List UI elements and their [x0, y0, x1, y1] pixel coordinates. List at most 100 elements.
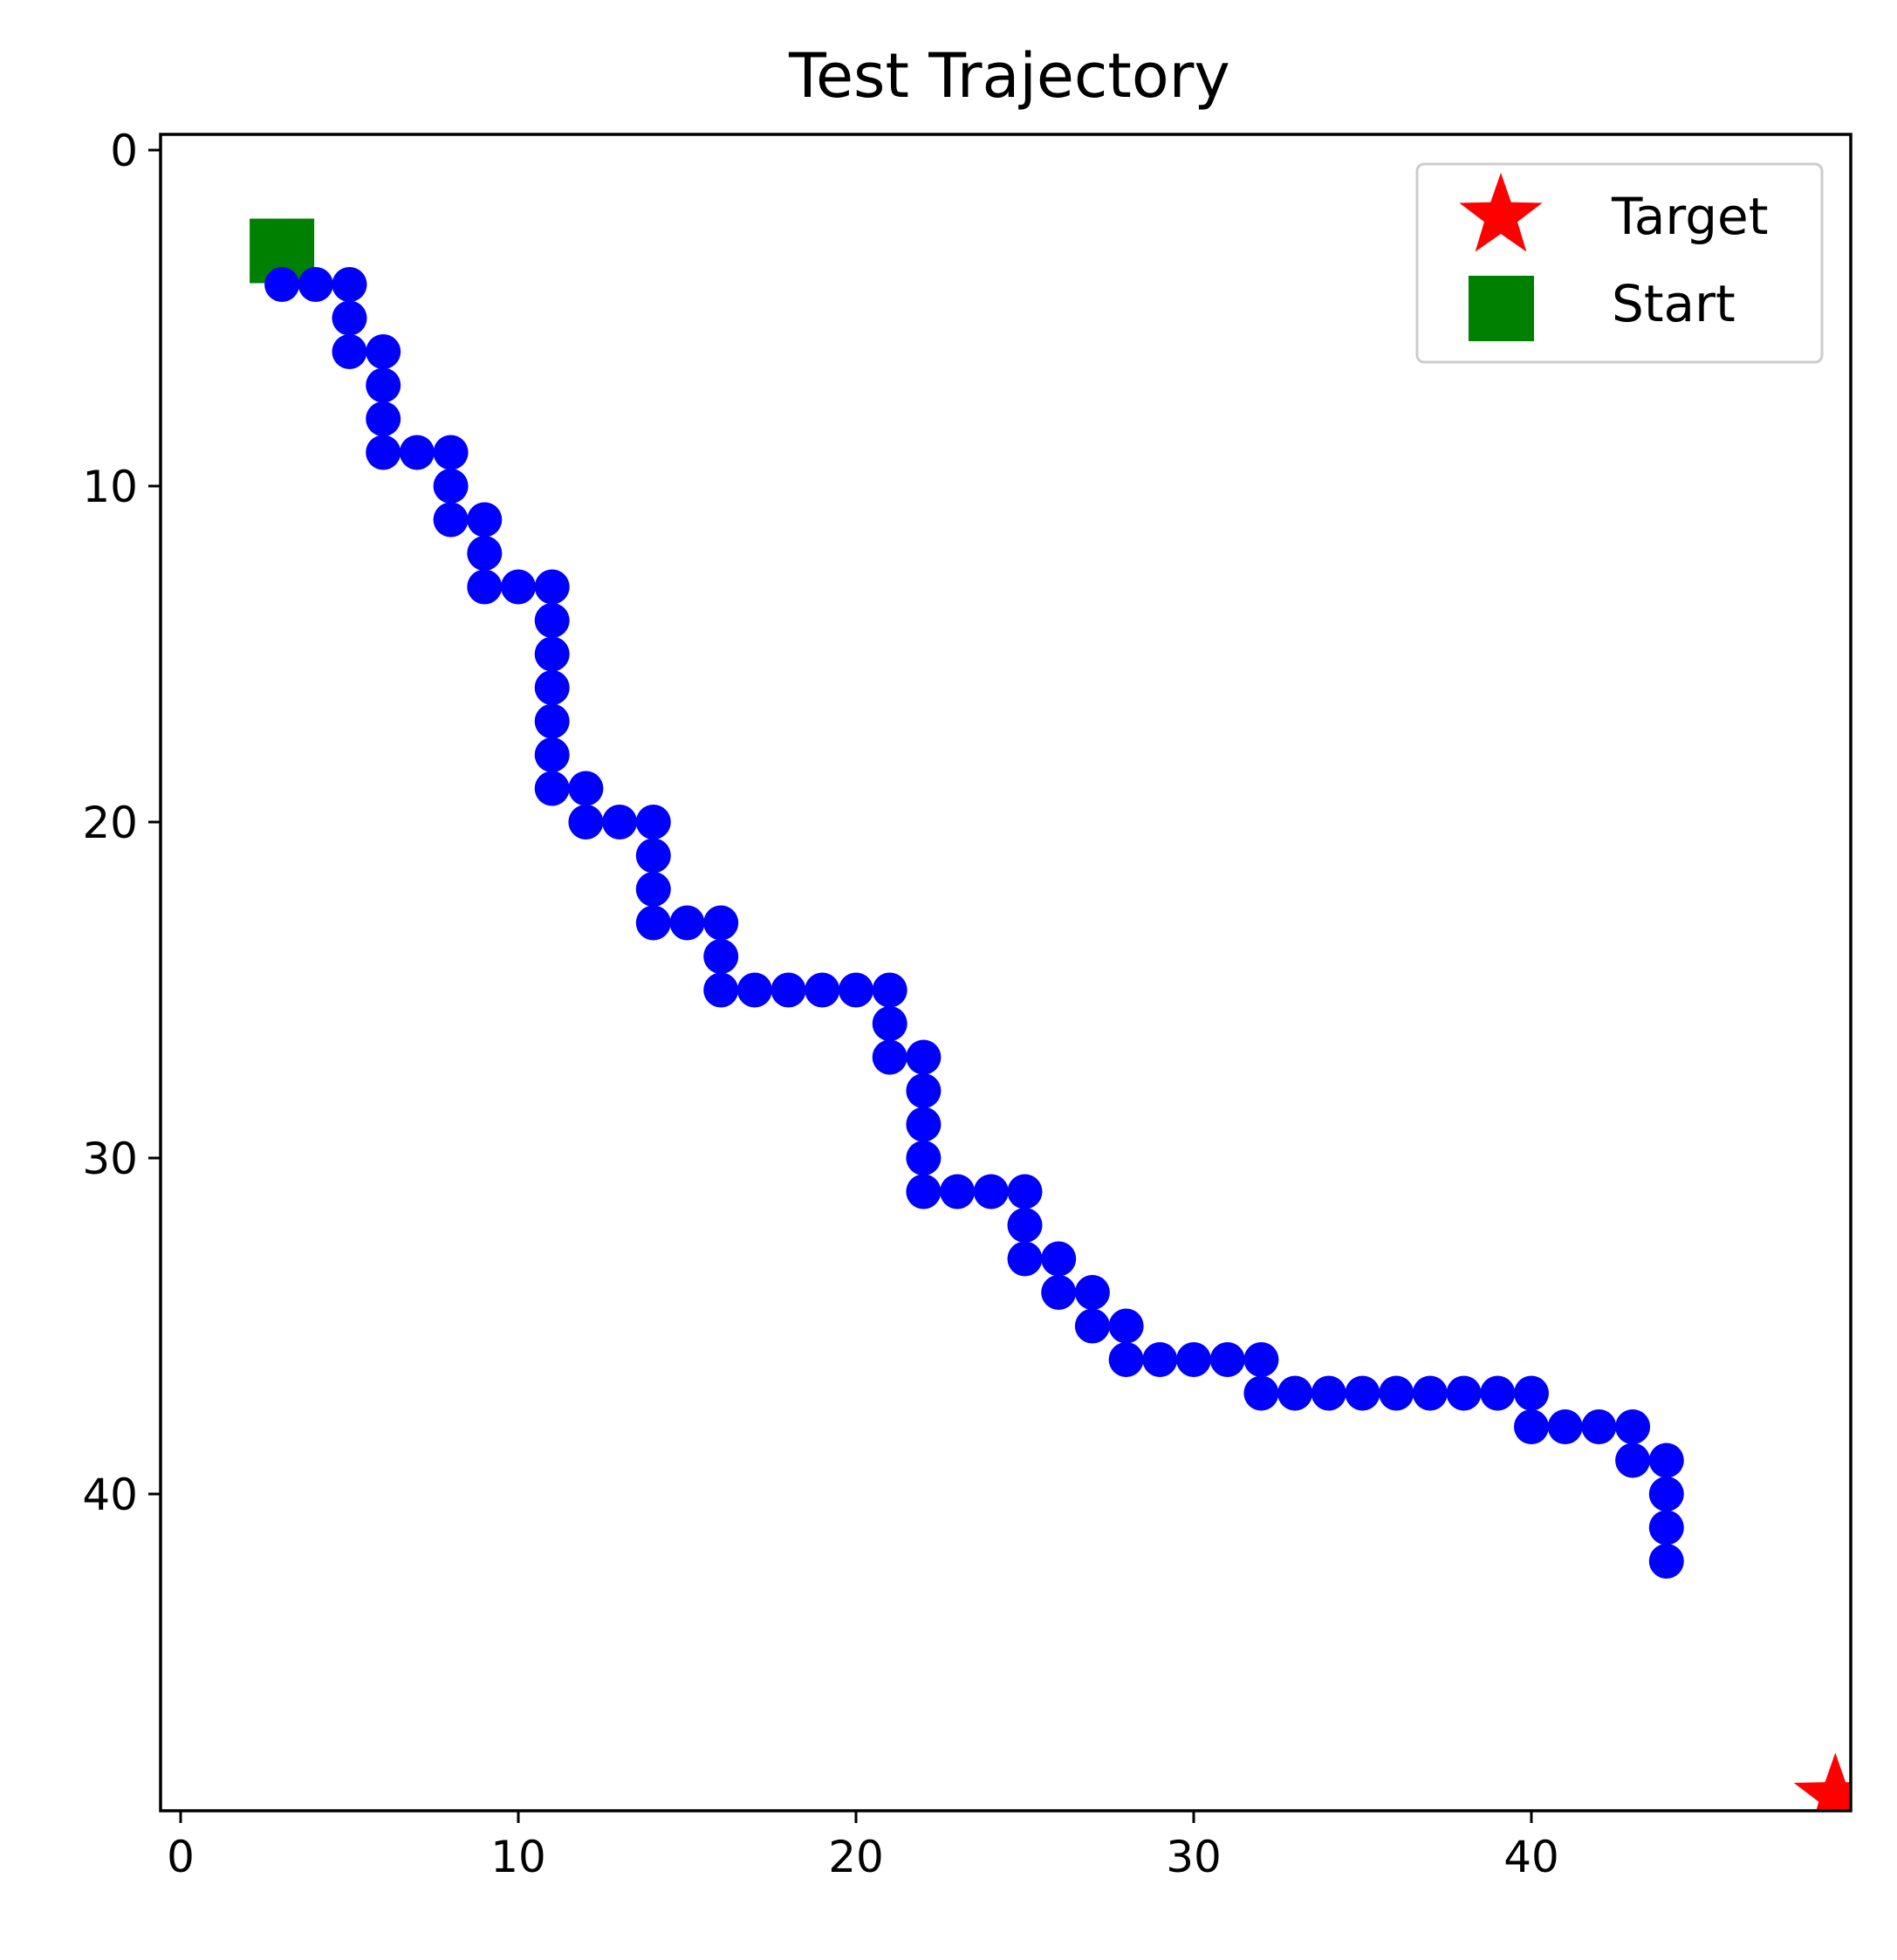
- trajectory-point: [1142, 1342, 1178, 1377]
- trajectory-point: [1648, 1443, 1684, 1478]
- trajectory-point: [805, 972, 840, 1008]
- trajectory-point: [1514, 1375, 1549, 1411]
- trajectory-point: [872, 1006, 907, 1041]
- trajectory-point: [534, 670, 570, 705]
- axes-frame: [159, 133, 1852, 1813]
- trajectory-point: [534, 603, 570, 638]
- trajectory-point: [1243, 1375, 1279, 1411]
- trajectory-point: [534, 771, 570, 806]
- trajectory-point: [703, 939, 739, 974]
- trajectory-point: [1648, 1477, 1684, 1511]
- trajectory-point: [1581, 1409, 1617, 1444]
- y-tick-label: 0: [110, 126, 138, 176]
- trajectory-point: [1074, 1275, 1110, 1310]
- trajectory-point: [1446, 1375, 1482, 1411]
- trajectory-point: [467, 569, 503, 605]
- trajectory-point: [366, 334, 401, 369]
- legend: Target Start: [1415, 162, 1824, 364]
- trajectory-point: [1007, 1208, 1043, 1243]
- trajectory-point: [332, 334, 367, 369]
- trajectory-point: [906, 1107, 942, 1142]
- trajectory-point: [872, 972, 907, 1008]
- trajectory-point: [1648, 1544, 1684, 1579]
- trajectory-point: [1379, 1375, 1414, 1411]
- trajectory-point: [635, 805, 671, 840]
- x-tick-label: 20: [828, 1832, 884, 1882]
- legend-label-start: Start: [1612, 274, 1736, 333]
- trajectory-point: [264, 267, 300, 302]
- trajectory-point: [534, 737, 570, 772]
- y-axis: 0 10 20 30 40: [82, 126, 161, 1520]
- trajectory-point: [568, 771, 604, 806]
- trajectory-point: [1648, 1510, 1684, 1545]
- trajectory-point: [433, 502, 469, 538]
- trajectory-point: [736, 972, 772, 1008]
- trajectory-point: [366, 401, 401, 436]
- y-tick-label: 10: [82, 462, 138, 512]
- trajectory-point: [1243, 1342, 1279, 1377]
- trajectory-point: [1108, 1342, 1144, 1377]
- trajectory-point: [433, 469, 469, 504]
- trajectory-point: [703, 972, 739, 1008]
- legend-label-target: Target: [1611, 187, 1768, 246]
- trajectory-point: [906, 1141, 942, 1175]
- x-axis: 0 10 20 30 40: [167, 1811, 1559, 1882]
- trajectory-point: [534, 703, 570, 739]
- trajectory-point: [332, 300, 367, 336]
- trajectory-point: [534, 569, 570, 605]
- x-tick-label: 0: [167, 1832, 195, 1882]
- y-tick-label: 30: [82, 1134, 138, 1184]
- trajectory-point: [501, 569, 536, 605]
- trajectory-point: [1547, 1409, 1583, 1444]
- trajectory-point: [1007, 1241, 1043, 1277]
- trajectory-point: [1480, 1375, 1516, 1411]
- trajectory-point: [534, 636, 570, 672]
- trajectory-point: [1209, 1342, 1245, 1377]
- trajectory-point: [1041, 1241, 1077, 1277]
- trajectory-point: [940, 1174, 976, 1210]
- x-tick-label: 10: [490, 1832, 546, 1882]
- trajectory-point: [1277, 1375, 1313, 1411]
- trajectory-point: [839, 972, 873, 1008]
- trajectory-point: [906, 1039, 942, 1075]
- trajectory-point: [433, 435, 469, 470]
- plot-area: [250, 218, 1851, 1811]
- trajectory-point: [872, 1039, 907, 1075]
- trajectory-point: [1412, 1375, 1448, 1411]
- trajectory-point: [1615, 1443, 1651, 1478]
- trajectory-point: [973, 1174, 1009, 1210]
- trajectory-point: [1615, 1409, 1651, 1444]
- trajectory-point: [467, 502, 503, 538]
- trajectory-point: [906, 1174, 942, 1210]
- trajectory-point: [399, 435, 435, 470]
- y-tick-label: 20: [82, 798, 138, 848]
- trajectory-point: [1074, 1308, 1110, 1344]
- x-tick-label: 30: [1166, 1832, 1222, 1882]
- trajectory-point: [1345, 1375, 1380, 1411]
- chart-title: Test Trajectory: [788, 40, 1230, 112]
- trajectory-point: [332, 267, 367, 302]
- trajectory-point: [1176, 1342, 1211, 1377]
- trajectory-point: [467, 536, 503, 571]
- trajectory-point: [602, 805, 638, 840]
- trajectory-point: [635, 905, 671, 941]
- target-marker: [1793, 1752, 1851, 1811]
- trajectory-point: [770, 972, 806, 1008]
- trajectory-point: [635, 872, 671, 907]
- trajectory-point: [703, 905, 739, 941]
- trajectory-point: [906, 1073, 942, 1108]
- trajectory-point: [1514, 1409, 1549, 1444]
- trajectory-point: [1007, 1174, 1043, 1210]
- trajectory-point: [635, 838, 671, 874]
- trajectory-point: [1108, 1308, 1144, 1344]
- trajectory-point: [298, 267, 333, 302]
- legend-start-square-icon: [1469, 276, 1534, 341]
- trajectory-point: [366, 367, 401, 403]
- trajectory-point: [568, 805, 604, 840]
- trajectory-point: [366, 435, 401, 470]
- trajectory-point: [1311, 1375, 1346, 1411]
- y-tick-label: 40: [82, 1470, 138, 1520]
- trajectory-point: [1041, 1275, 1077, 1310]
- trajectory-point: [669, 905, 705, 941]
